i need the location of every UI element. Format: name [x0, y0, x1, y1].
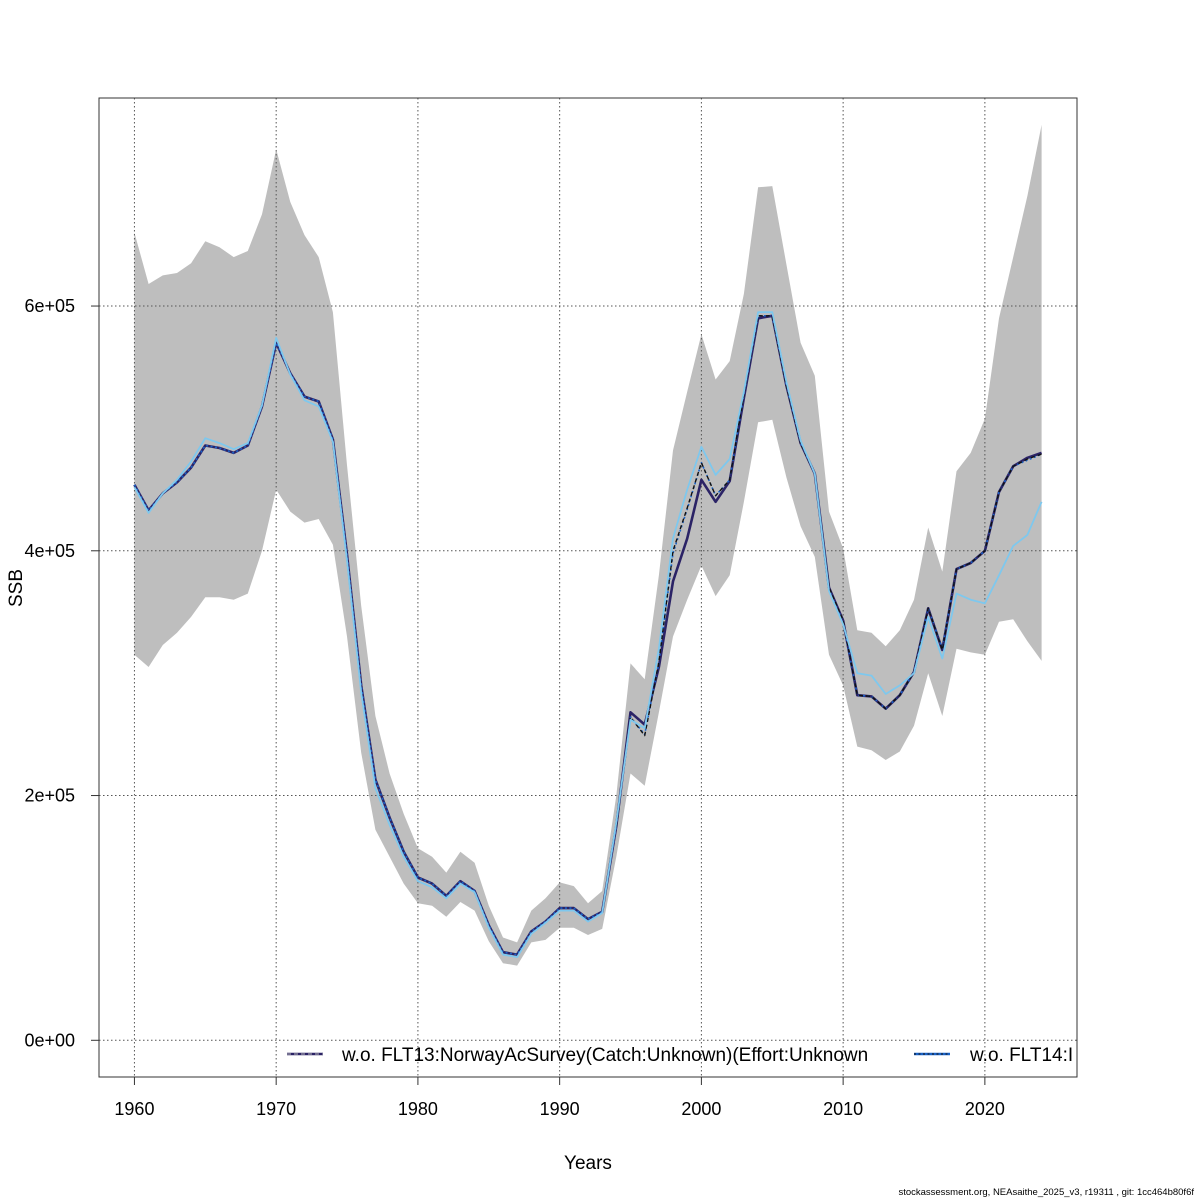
x-tick-label-2010: 2010 — [823, 1099, 863, 1119]
x-axis-title: Years — [564, 1153, 612, 1174]
legend-label-2: w.o. FLT14:I — [969, 1045, 1073, 1066]
y-tick-label-1: 2e+05 — [24, 786, 75, 806]
x-tick-label-2020: 2020 — [965, 1099, 1005, 1119]
grid-layer — [99, 98, 1077, 1077]
y-tick-label-3: 6e+05 — [24, 296, 75, 316]
series-line-4 — [133, 311, 1043, 958]
legend-items: w.o. FLT13:NorwayAcSurvey(Catch:Unknown)… — [287, 1045, 1073, 1066]
series-line-3 — [615, 315, 1042, 827]
y-tick-label-0: 0e+00 — [24, 1030, 75, 1050]
x-tick-label-1980: 1980 — [398, 1099, 438, 1119]
plot-frame — [98, 97, 1078, 1078]
footer-provenance: stockassessment.org, NEAsaithe_2025_v3, … — [898, 1187, 1194, 1198]
y-axis-title: SSB — [6, 569, 27, 607]
x-tick-label-1960: 1960 — [114, 1099, 154, 1119]
x-tick-label-2000: 2000 — [681, 1099, 721, 1119]
y-tick-label-2: 4e+05 — [24, 541, 75, 561]
legend-label-1: w.o. FLT13:NorwayAcSurvey(Catch:Unknown)… — [341, 1045, 868, 1066]
x-tick-label-1970: 1970 — [256, 1099, 296, 1119]
x-tick-label-1990: 1990 — [540, 1099, 580, 1119]
series-layer — [133, 311, 1043, 958]
legend: w.o. FLT13:NorwayAcSurvey(Catch:Unknown)… — [287, 1045, 1073, 1066]
